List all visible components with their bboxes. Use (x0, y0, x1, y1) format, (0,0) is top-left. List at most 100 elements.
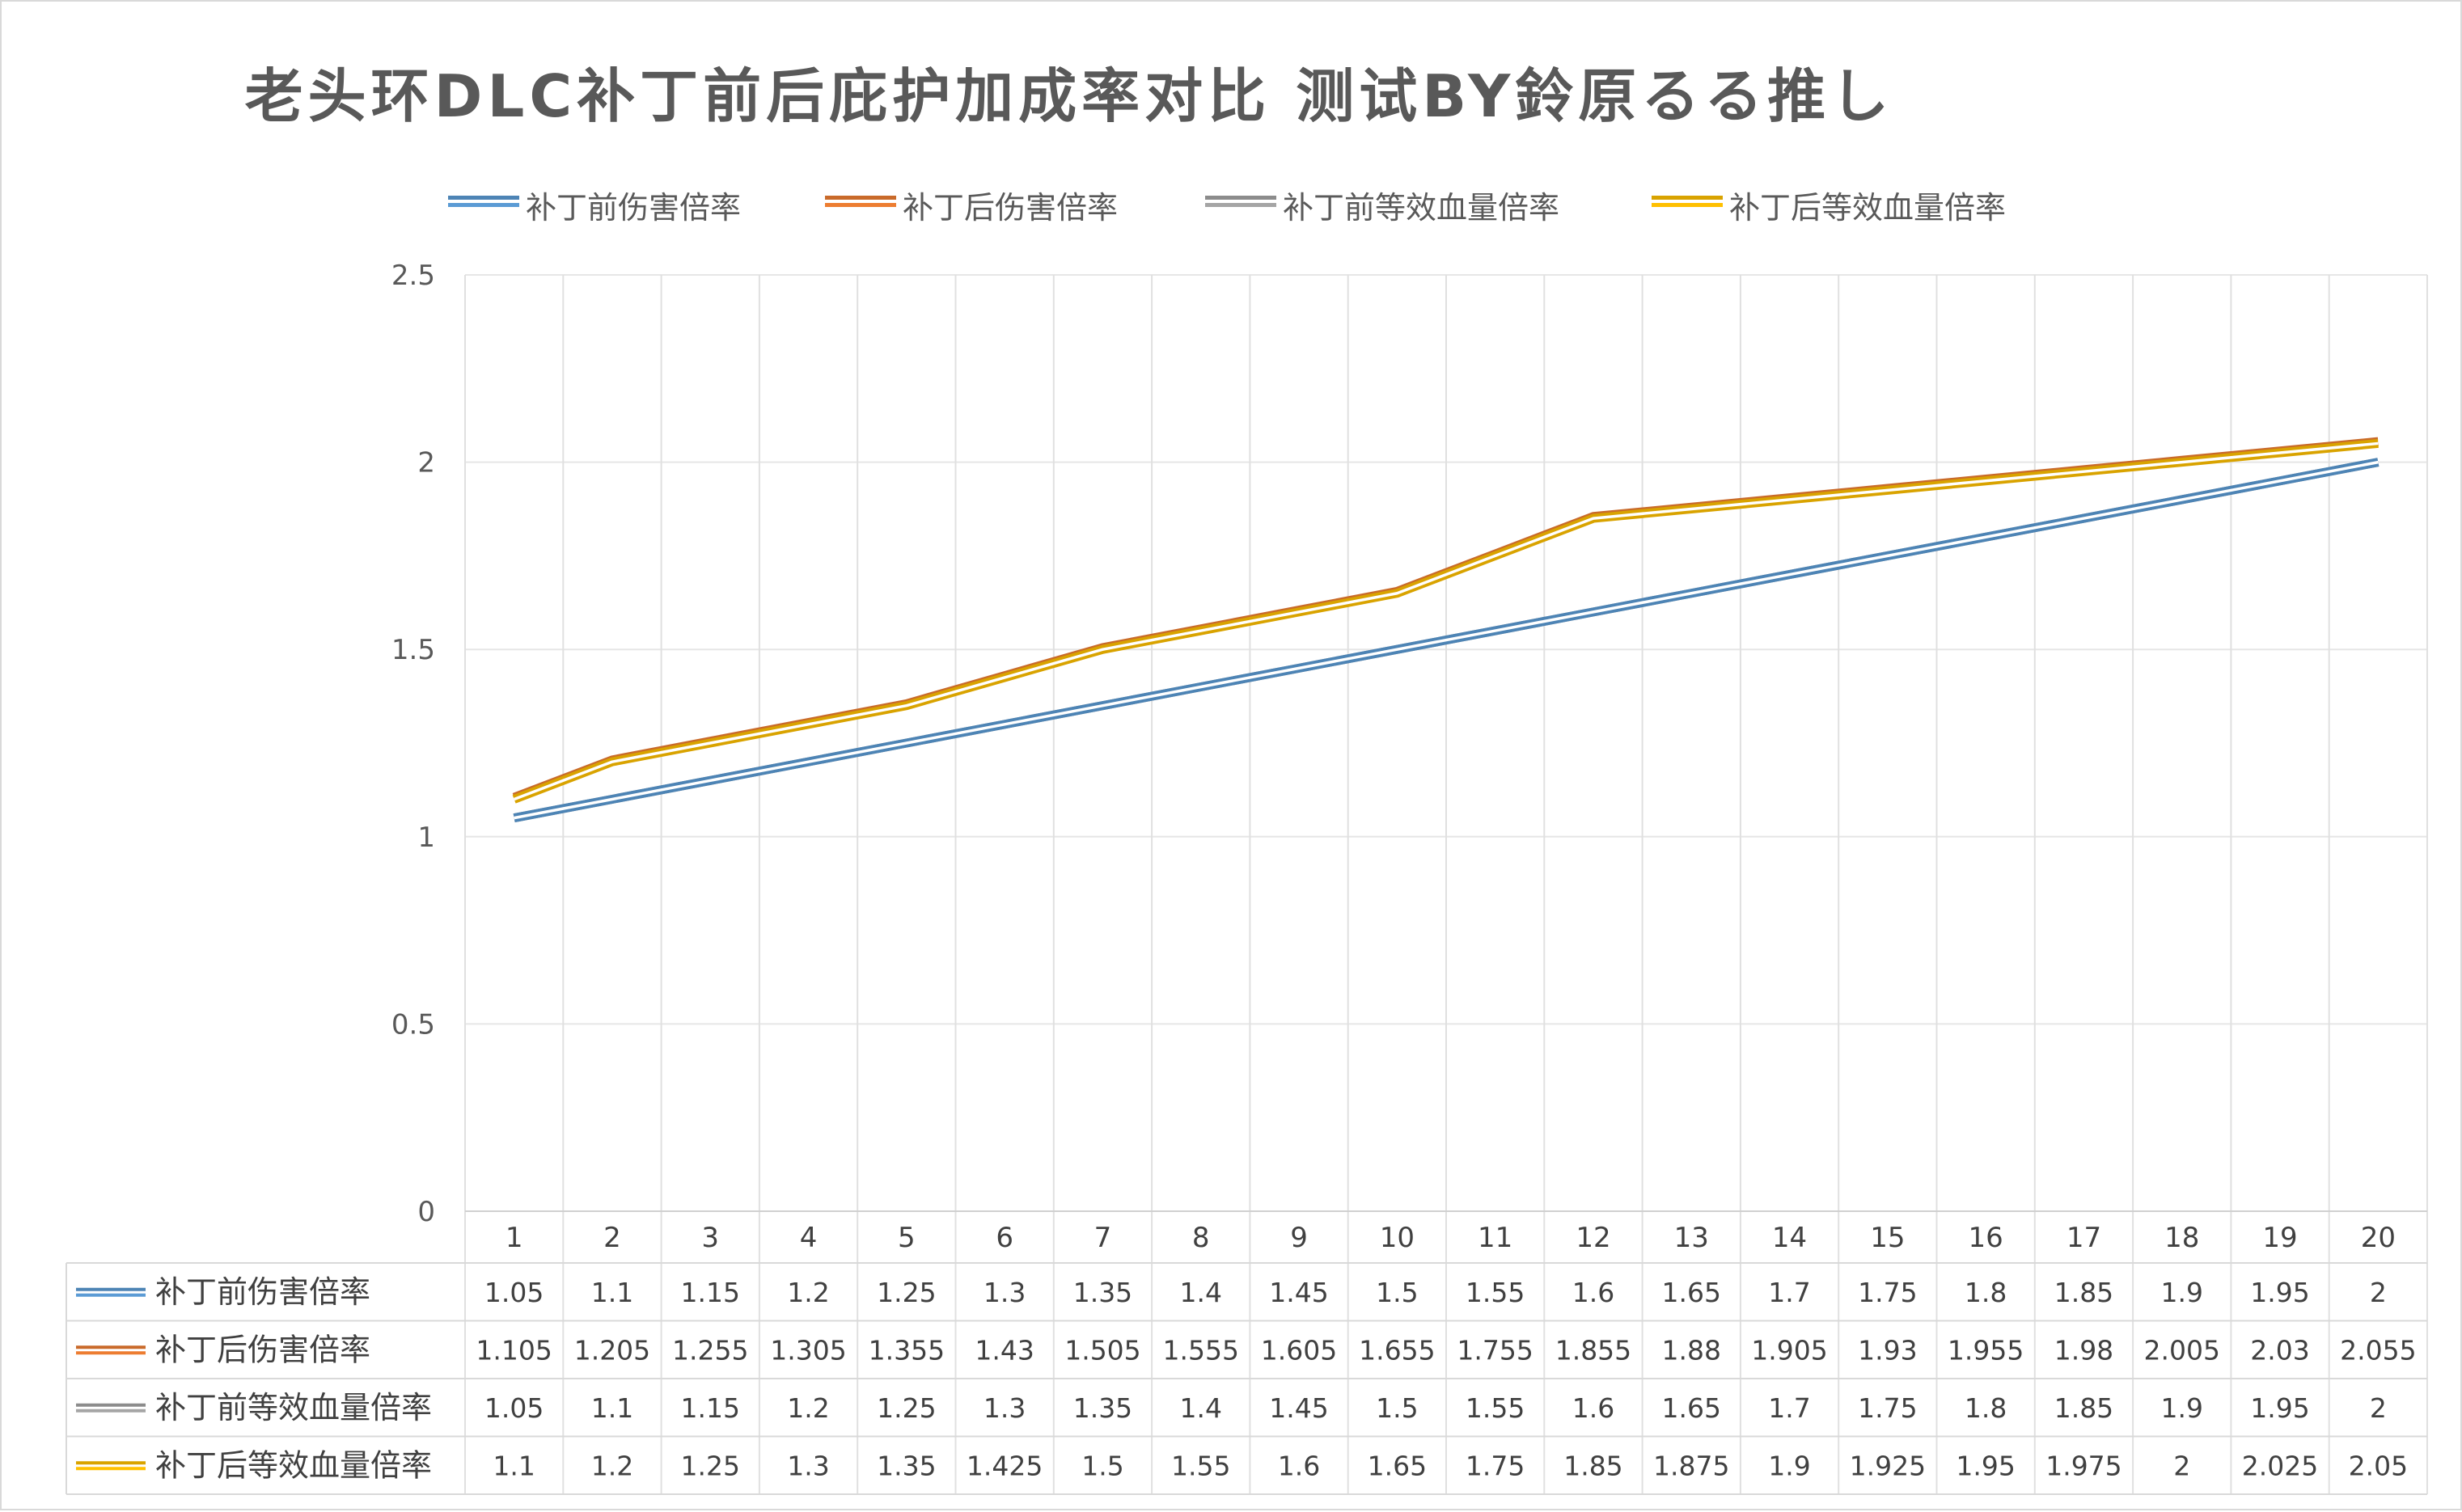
x-tick-label: 8 (1192, 1222, 1210, 1254)
table-cell-value: 1.25 (681, 1450, 740, 1481)
table-cell-value: 2 (2370, 1277, 2387, 1308)
table-cell-value: 1.875 (1653, 1450, 1729, 1481)
y-tick-label: 0 (417, 1196, 435, 1228)
table-cell-value: 1.45 (1269, 1277, 1328, 1308)
table-cell-value: 1.2 (787, 1277, 829, 1308)
table-cell-value: 1.755 (1457, 1334, 1533, 1366)
table-cell-value: 1.8 (1965, 1277, 2007, 1308)
table-cell-value: 1.3 (984, 1392, 1026, 1424)
table-cell-value: 1.975 (2045, 1450, 2121, 1481)
legend-swatch-before-damage (448, 196, 519, 207)
legend-label-after-ehp: 补丁后等效血量倍率 (1729, 190, 2007, 226)
x-tick-label: 12 (1576, 1222, 1610, 1254)
table-cell-value: 1.45 (1269, 1392, 1328, 1424)
table-cell-value: 1.65 (1368, 1450, 1427, 1481)
x-tick-label: 18 (2164, 1222, 2199, 1254)
table-cell-value: 1.95 (2250, 1392, 2309, 1424)
table-cell-value: 1.35 (1073, 1392, 1132, 1424)
legend-swatch-after-ehp (1652, 196, 1723, 207)
x-tick-label: 14 (1772, 1222, 1807, 1254)
x-tick-label: 19 (2262, 1222, 2297, 1254)
table-cell-value: 1.305 (770, 1334, 846, 1366)
table-cell-value: 1.5 (1081, 1450, 1123, 1481)
table-cell-value: 1.6 (1572, 1392, 1614, 1424)
table-cell-value: 1.4 (1180, 1392, 1222, 1424)
table-cell-value: 2 (2173, 1450, 2190, 1481)
table-cell-value: 1.75 (1858, 1277, 1917, 1308)
table-cell-value: 1.7 (1768, 1277, 1810, 1308)
table-cell-value: 1.4 (1180, 1277, 1222, 1308)
table-cell-value: 1.905 (1751, 1334, 1827, 1366)
table-cell-value: 1.65 (1662, 1277, 1721, 1308)
table-cell-value: 1.655 (1359, 1334, 1435, 1366)
table-cell-value: 1.35 (877, 1450, 936, 1481)
table-cell-value: 1.95 (2250, 1277, 2309, 1308)
table-cell-value: 1.2 (591, 1450, 633, 1481)
table-cell-value: 1.85 (2054, 1392, 2113, 1424)
table-cell-value: 1.605 (1261, 1334, 1337, 1366)
table-cell-value: 1.93 (1858, 1334, 1917, 1366)
legend-label-after-damage: 补丁后伤害倍率 (903, 190, 1119, 226)
table-cell-value: 1.1 (591, 1392, 633, 1424)
table-cell-value: 1.98 (2054, 1334, 2113, 1366)
table-cell-value: 1.255 (672, 1334, 748, 1366)
table-cell-value: 1.555 (1163, 1334, 1239, 1366)
x-tick-label: 1 (506, 1222, 523, 1254)
table-cell-value: 2.03 (2250, 1334, 2309, 1366)
x-tick-label: 11 (1478, 1222, 1512, 1254)
table-row-name: 补丁前伤害倍率 (155, 1274, 370, 1310)
x-tick-label: 5 (898, 1222, 916, 1254)
series-line-gap (514, 441, 2379, 801)
y-tick-label: 1.5 (391, 634, 435, 666)
table-cell-value: 1.9 (1768, 1450, 1810, 1481)
table-cell-value: 1.55 (1466, 1277, 1525, 1308)
table-cell-value: 1.85 (1563, 1450, 1622, 1481)
table-cell-value: 1.55 (1171, 1450, 1230, 1481)
series-line-gap (514, 460, 2379, 820)
legend-swatch-after-damage (825, 196, 896, 207)
table-cell-value: 1.6 (1278, 1450, 1320, 1481)
table-cell-value: 1.15 (681, 1277, 740, 1308)
x-tick-label: 3 (701, 1222, 719, 1254)
table-cell-value: 1.65 (1662, 1392, 1721, 1424)
table-cell-value: 1.05 (484, 1277, 544, 1308)
table-cell-value: 1.1 (493, 1450, 535, 1481)
table-cell-value: 1.43 (975, 1334, 1034, 1366)
table-cell-value: 1.85 (2054, 1277, 2113, 1308)
x-tick-label: 7 (1094, 1222, 1112, 1254)
table-cell-value: 1.75 (1466, 1450, 1525, 1481)
table-cell-value: 1.6 (1572, 1277, 1614, 1308)
table-cell-value: 1.925 (1850, 1450, 1926, 1481)
table-cell-value: 1.5 (1376, 1277, 1418, 1308)
table-cell-value: 1.25 (877, 1392, 936, 1424)
x-tick-label: 4 (800, 1222, 818, 1254)
table-cell-value: 1.9 (2161, 1277, 2203, 1308)
table-row-name: 补丁后等效血量倍率 (155, 1447, 432, 1483)
table-cell-value: 1.105 (476, 1334, 552, 1366)
table-cell-value: 1.855 (1555, 1334, 1631, 1366)
table-cell-value: 1.88 (1662, 1334, 1721, 1366)
table-cell-value: 1.95 (1956, 1450, 2015, 1481)
x-tick-label: 15 (1870, 1222, 1905, 1254)
x-tick-label: 9 (1290, 1222, 1308, 1254)
x-tick-label: 17 (2066, 1222, 2101, 1254)
table-cell-value: 1.25 (877, 1277, 936, 1308)
y-tick-label: 1 (417, 821, 435, 854)
x-tick-label: 13 (1674, 1222, 1709, 1254)
table-cell-value: 2.05 (2349, 1450, 2408, 1481)
y-tick-label: 0.5 (391, 1008, 435, 1041)
x-tick-label: 6 (996, 1222, 1013, 1254)
legend-swatch-before-ehp (1205, 196, 1276, 207)
table-cell-value: 1.955 (1948, 1334, 2024, 1366)
table-cell-value: 1.2 (787, 1392, 829, 1424)
table-cell-value: 1.7 (1768, 1392, 1810, 1424)
table-row-name: 补丁前等效血量倍率 (155, 1390, 432, 1425)
table-cell-value: 1.205 (574, 1334, 650, 1366)
table-cell-value: 1.75 (1858, 1392, 1917, 1424)
x-tick-label: 10 (1380, 1222, 1415, 1254)
table-cell-value: 1.5 (1376, 1392, 1418, 1424)
x-tick-label: 2 (603, 1222, 621, 1254)
table-cell-value: 1.35 (1073, 1277, 1132, 1308)
table-cell-value: 1.355 (869, 1334, 945, 1366)
